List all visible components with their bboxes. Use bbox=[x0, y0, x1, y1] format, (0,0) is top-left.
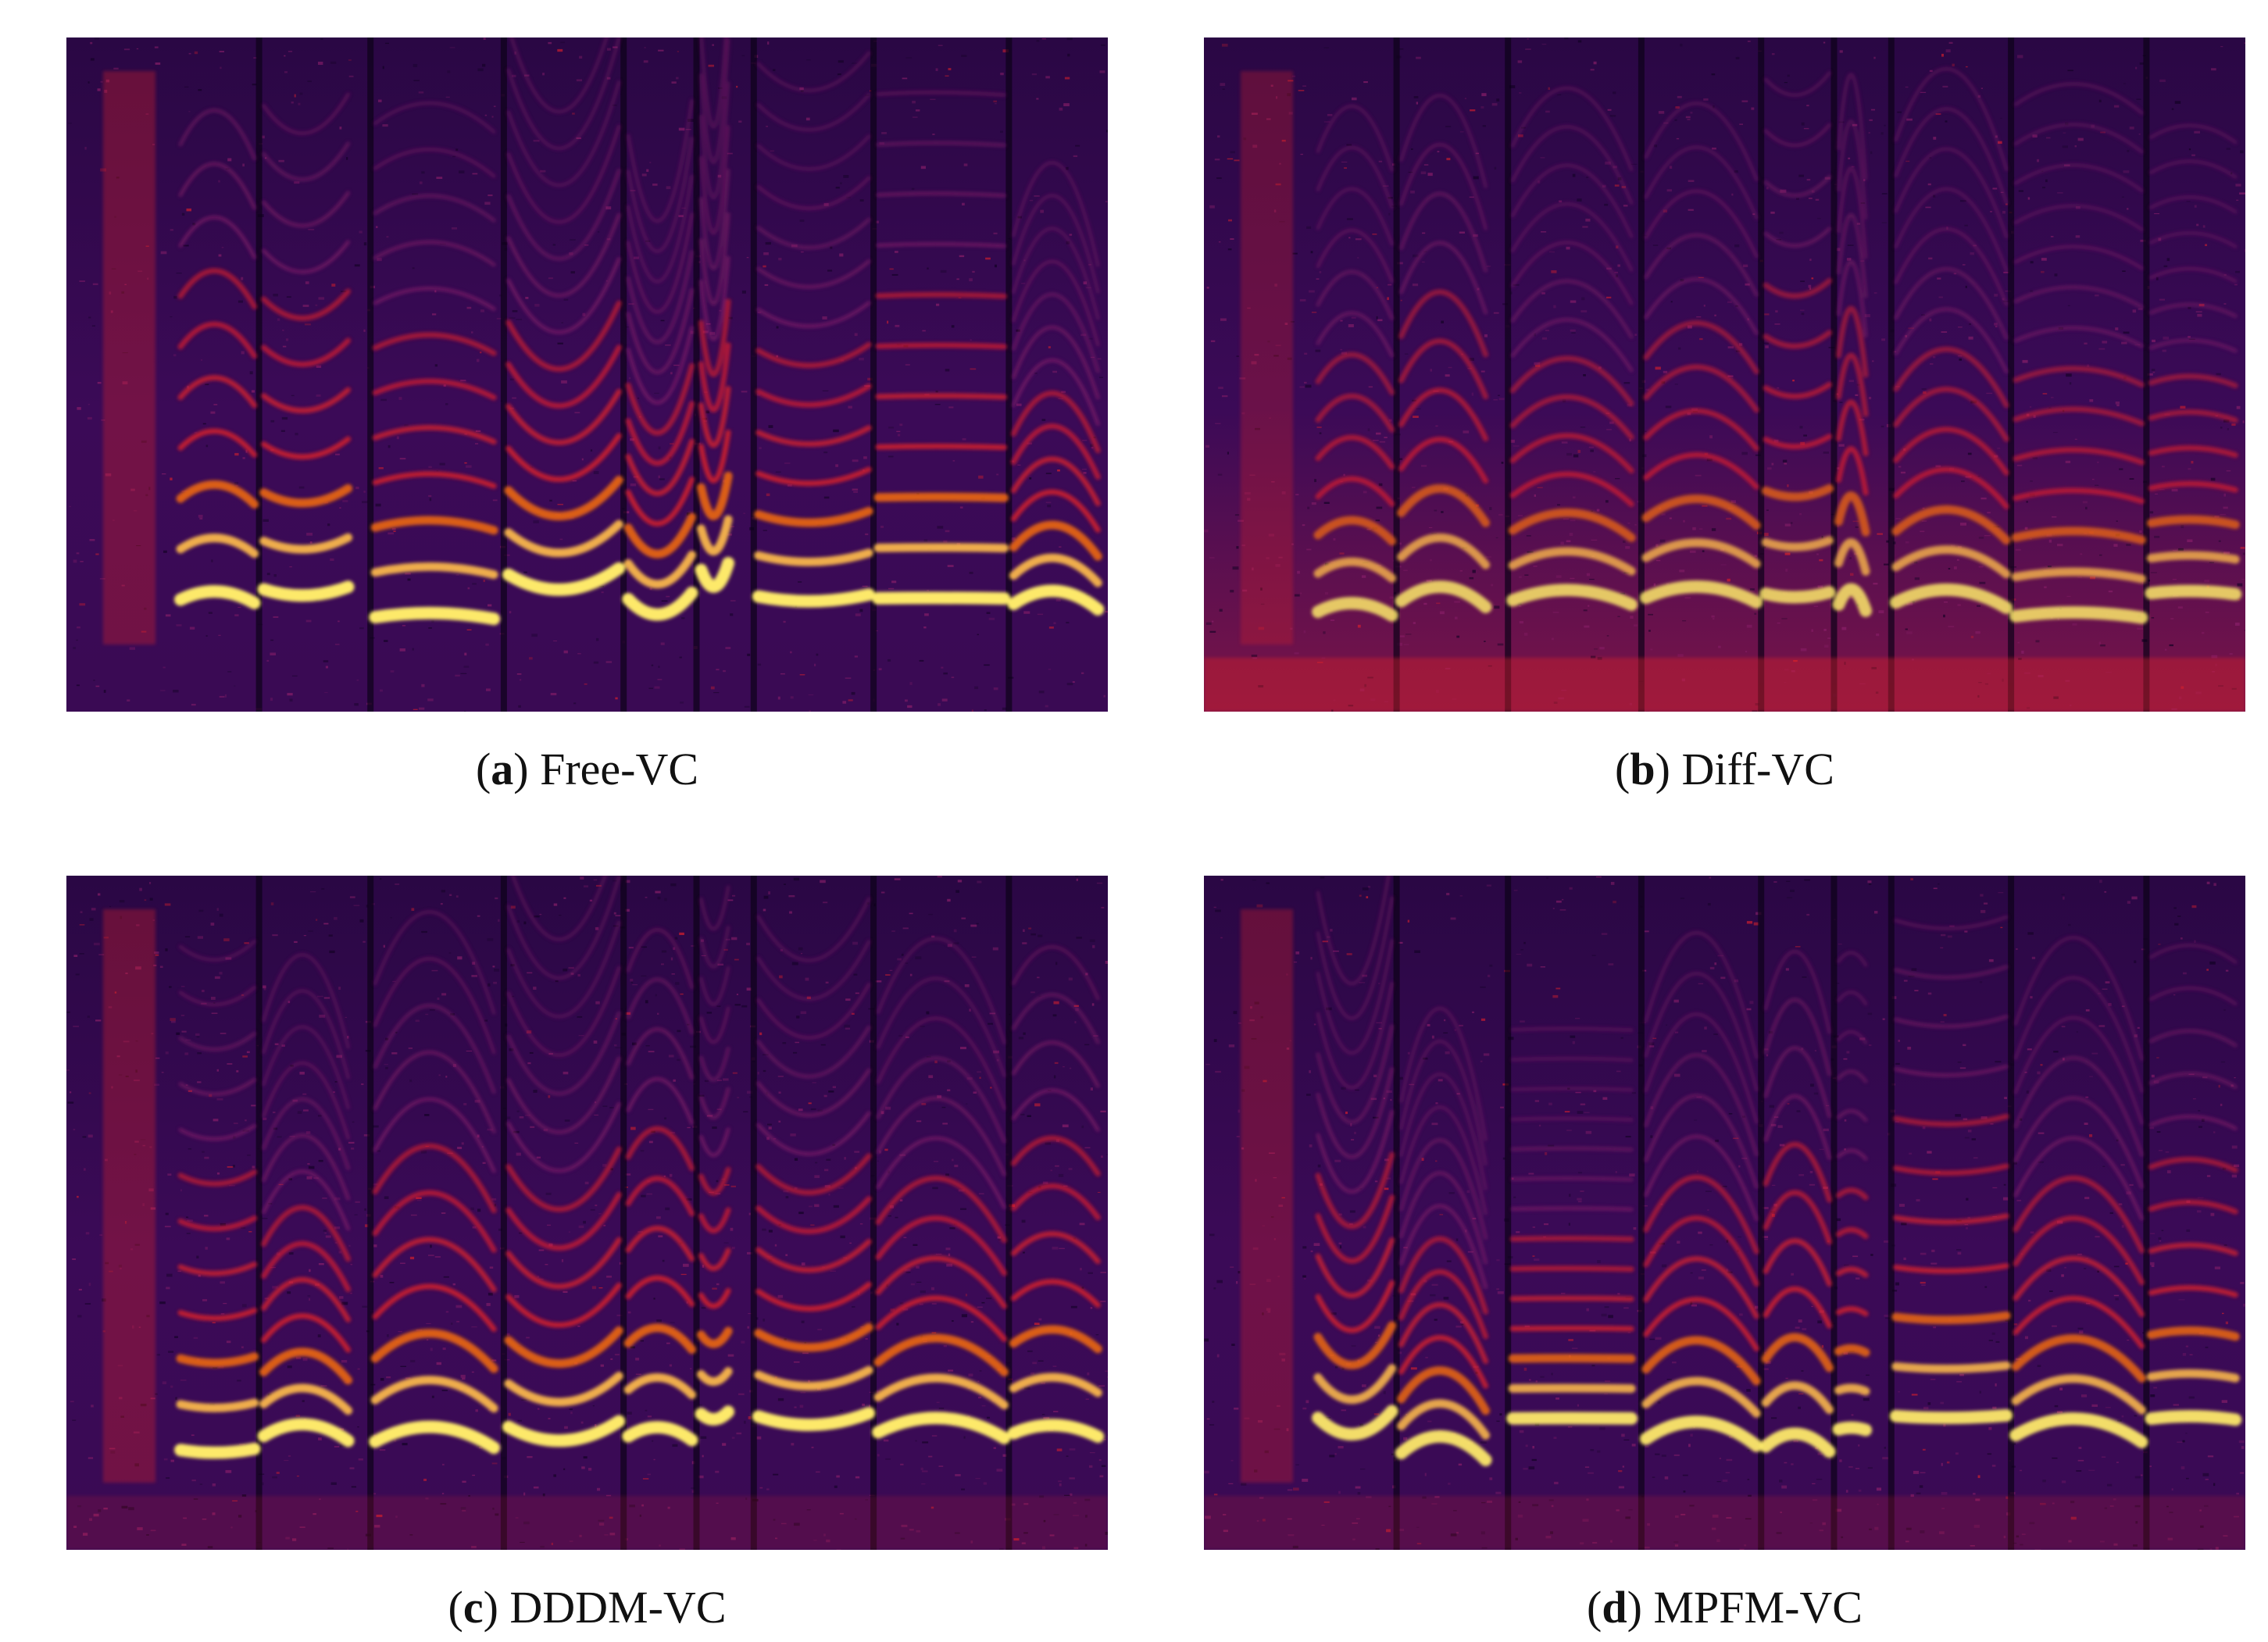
caption-label: MPFM-VC bbox=[1653, 1582, 1863, 1633]
spectrogram-free-vc bbox=[66, 37, 1108, 712]
spectrogram-diff-vc bbox=[1204, 37, 2245, 712]
caption-diff-vc: (b) Diff-VC bbox=[1615, 744, 1834, 794]
spectrogram-dddm-vc bbox=[66, 876, 1108, 1550]
caption-label: Diff-VC bbox=[1681, 744, 1834, 794]
caption-letter: c bbox=[463, 1582, 484, 1633]
caption-mpfm-vc: (d) MPFM-VC bbox=[1587, 1582, 1863, 1633]
caption-free-vc: (a) Free-VC bbox=[475, 744, 699, 794]
caption-label: DDDM-VC bbox=[509, 1582, 727, 1633]
spectrogram-mpfm-vc bbox=[1204, 876, 2245, 1550]
caption-letter: d bbox=[1602, 1582, 1627, 1633]
caption-letter: b bbox=[1630, 744, 1655, 794]
caption-dddm-vc: (c) DDDM-VC bbox=[448, 1582, 727, 1633]
caption-letter: a bbox=[491, 744, 514, 794]
caption-label: Free-VC bbox=[540, 744, 699, 794]
